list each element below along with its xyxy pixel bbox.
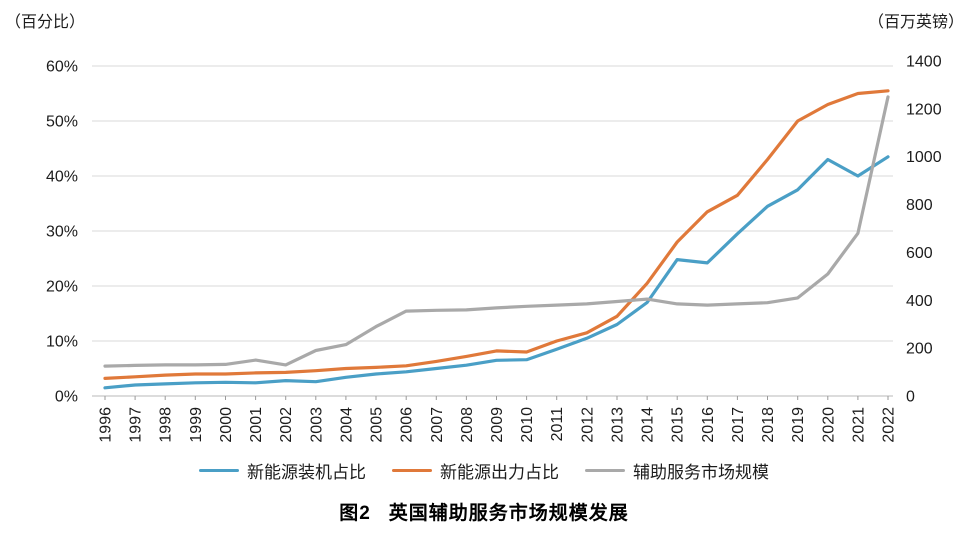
legend-line-swatch-blue — [199, 468, 239, 473]
legend-line-swatch-orange — [392, 468, 432, 473]
right-axis-tick-label: 600 — [906, 245, 933, 262]
right-axis-tick-label: 1200 — [906, 101, 942, 118]
legend-item-capacity-share: 新能源装机占比 — [199, 458, 366, 483]
figure-caption: 图2 英国辅助服务市场规模发展 — [0, 498, 968, 525]
x-axis-year-label: 2009 — [489, 407, 506, 443]
left-axis-tick-label: 0% — [55, 389, 78, 406]
legend-item-market-size: 辅助服务市场规模 — [585, 458, 769, 483]
line-chart: 0% 10% 20% 30% 40% 50% 60% 0 200 400 600 800 1000 120… — [46, 54, 942, 443]
x-axis-year-label: 2001 — [248, 407, 265, 443]
left-axis-tick-label: 20% — [46, 279, 78, 296]
x-axis-year-label: 2002 — [278, 407, 295, 443]
legend-item-output-share: 新能源出力占比 — [392, 458, 559, 483]
legend-label: 新能源装机占比 — [247, 463, 366, 482]
x-axis-year-label: 2003 — [308, 407, 325, 443]
x-axis-year-label: 2010 — [519, 407, 536, 443]
right-axis-title: （百万英镑） — [867, 14, 964, 31]
series-line-1 — [103, 89, 890, 380]
legend: 新能源装机占比 新能源出力占比 辅助服务市场规模 — [0, 458, 968, 483]
legend-label: 新能源出力占比 — [440, 463, 559, 482]
right-axis-tick-label: 1000 — [906, 149, 942, 166]
left-axis-tick-label: 30% — [46, 224, 78, 241]
x-axis-year-label: 2011 — [549, 407, 566, 442]
series-line-2 — [103, 95, 890, 368]
x-axis-year-label: 2012 — [579, 407, 596, 443]
x-axis-year-label: 2020 — [820, 407, 837, 443]
x-axis-year-label: 2013 — [610, 407, 627, 443]
right-axis-tick-label: 1400 — [906, 54, 942, 71]
x-axis-year-label: 1997 — [128, 407, 145, 443]
x-axis-year-label: 2016 — [700, 407, 717, 443]
x-axis-year-label: 2021 — [850, 407, 867, 443]
right-axis-tick-label: 400 — [906, 293, 933, 310]
right-axis-tick-label: 800 — [906, 197, 933, 214]
right-axis-tick-label: 0 — [906, 389, 915, 406]
x-axis-year-label: 2022 — [881, 407, 898, 443]
x-axis-year-label: 2004 — [338, 407, 355, 443]
left-axis-tick-label: 50% — [46, 114, 78, 131]
x-axis-year-label: 2007 — [429, 407, 446, 443]
caption-title: 英国辅助服务市场规模发展 — [388, 503, 629, 524]
series-line-0 — [103, 155, 890, 390]
x-axis-year-label: 2008 — [459, 407, 476, 443]
x-axis-year-label: 2014 — [640, 407, 657, 443]
x-axis-year-label: 2018 — [760, 407, 777, 443]
x-axis-year-label: 2015 — [670, 407, 687, 443]
caption-number: 图2 — [339, 503, 371, 524]
x-axis-year-label: 2006 — [399, 407, 416, 443]
legend-line-swatch-gray — [585, 468, 625, 473]
left-axis-tick-label: 10% — [46, 334, 78, 351]
left-axis-tick-label: 40% — [46, 169, 78, 186]
left-axis-title: （百分比） — [5, 14, 86, 31]
x-axis-year-label: 2005 — [369, 407, 386, 443]
right-axis-tick-label: 200 — [906, 341, 933, 358]
x-axis-year-label: 2019 — [790, 407, 807, 443]
x-axis-year-label: 2000 — [218, 407, 235, 443]
x-axis-year-label: 1998 — [158, 407, 175, 443]
x-axis-year-label: 1999 — [188, 407, 205, 443]
x-axis-year-label: 1996 — [98, 407, 115, 443]
x-axis-year-label: 2017 — [730, 407, 747, 443]
left-axis-tick-label: 60% — [46, 59, 78, 76]
legend-label: 辅助服务市场规模 — [633, 463, 769, 482]
